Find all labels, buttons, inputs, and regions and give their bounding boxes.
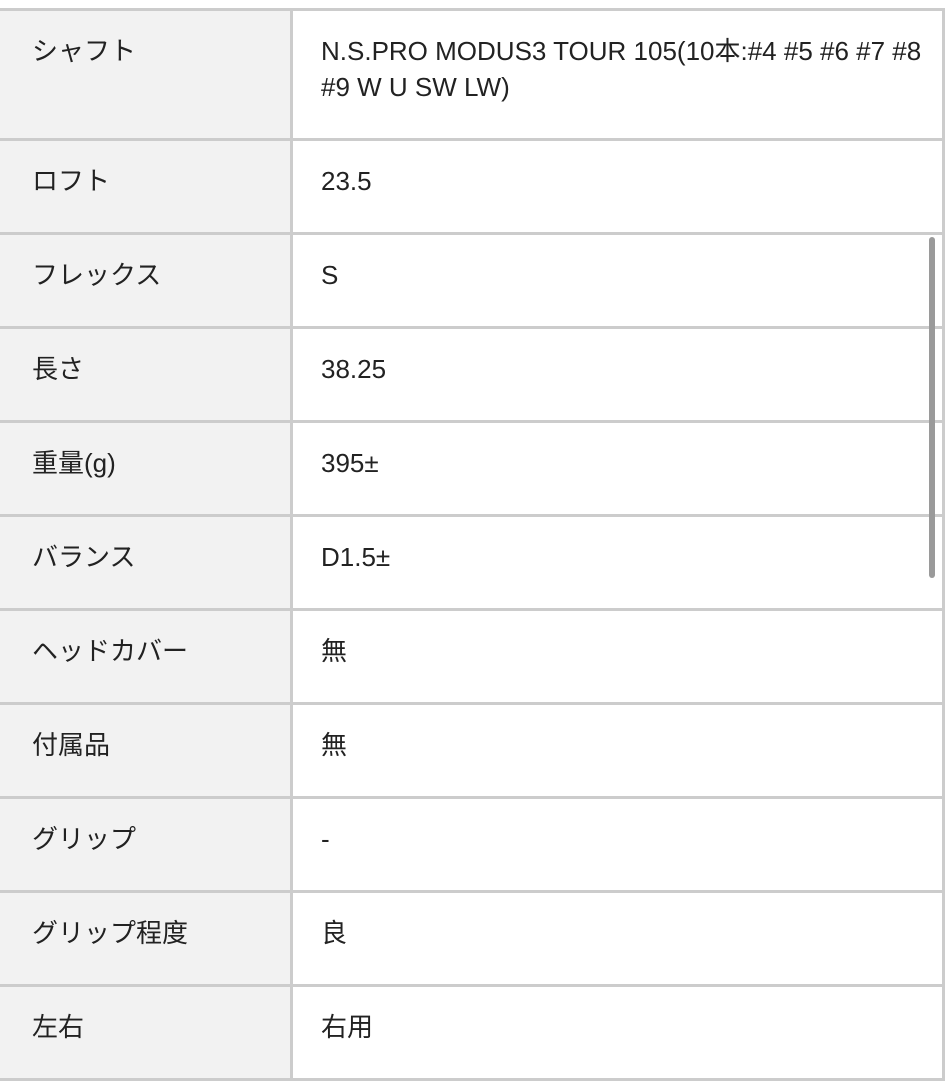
spec-label: 重量(g): [0, 420, 293, 517]
table-row: ヘッドカバー無: [0, 608, 945, 705]
spec-value: 395±: [290, 420, 945, 517]
table-row: グリップ程度良: [0, 890, 945, 987]
table-row: 付属品無: [0, 702, 945, 799]
spec-value: S: [290, 232, 945, 329]
spec-value: N.S.PRO MODUS3 TOUR 105(10本:#4 #5 #6 #7 …: [290, 8, 945, 141]
spec-value: 23.5: [290, 138, 945, 235]
table-row: フレックス S: [0, 232, 945, 329]
spec-label: 付属品: [0, 702, 293, 799]
table-row: シャフト N.S.PRO MODUS3 TOUR 105(10本:#4 #5 #6…: [0, 8, 945, 141]
spec-label: バランス: [0, 514, 293, 611]
spec-value: 無: [290, 702, 945, 799]
spec-value: -: [290, 796, 945, 893]
table-row: 長さ 38.25: [0, 326, 945, 423]
spec-label: フレックス: [0, 232, 293, 329]
spec-table: シャフト N.S.PRO MODUS3 TOUR 105(10本:#4 #5 #6…: [0, 8, 945, 1081]
spec-value: 38.25: [290, 326, 945, 423]
spec-label: 長さ: [0, 326, 293, 423]
scrollbar[interactable]: [929, 237, 935, 578]
spec-label: グリップ程度: [0, 890, 293, 987]
spec-value: D1.5±: [290, 514, 945, 611]
spec-value: 無: [290, 608, 945, 705]
table-row: 左右 右用: [0, 984, 945, 1081]
table-row: ロフト 23.5: [0, 138, 945, 235]
spec-label: ヘッドカバー: [0, 608, 293, 705]
spec-label: ロフト: [0, 138, 293, 235]
table-row: 重量(g) 395±: [0, 420, 945, 517]
spec-label: 左右: [0, 984, 293, 1081]
table-row: バランス D1.5±: [0, 514, 945, 611]
spec-table-container: シャフト N.S.PRO MODUS3 TOUR 105(10本:#4 #5 #6…: [0, 8, 945, 1081]
spec-value: 良: [290, 890, 945, 987]
spec-label: グリップ: [0, 796, 293, 893]
spec-label: シャフト: [0, 8, 293, 141]
spec-value: 右用: [290, 984, 945, 1081]
table-row: グリップ -: [0, 796, 945, 893]
